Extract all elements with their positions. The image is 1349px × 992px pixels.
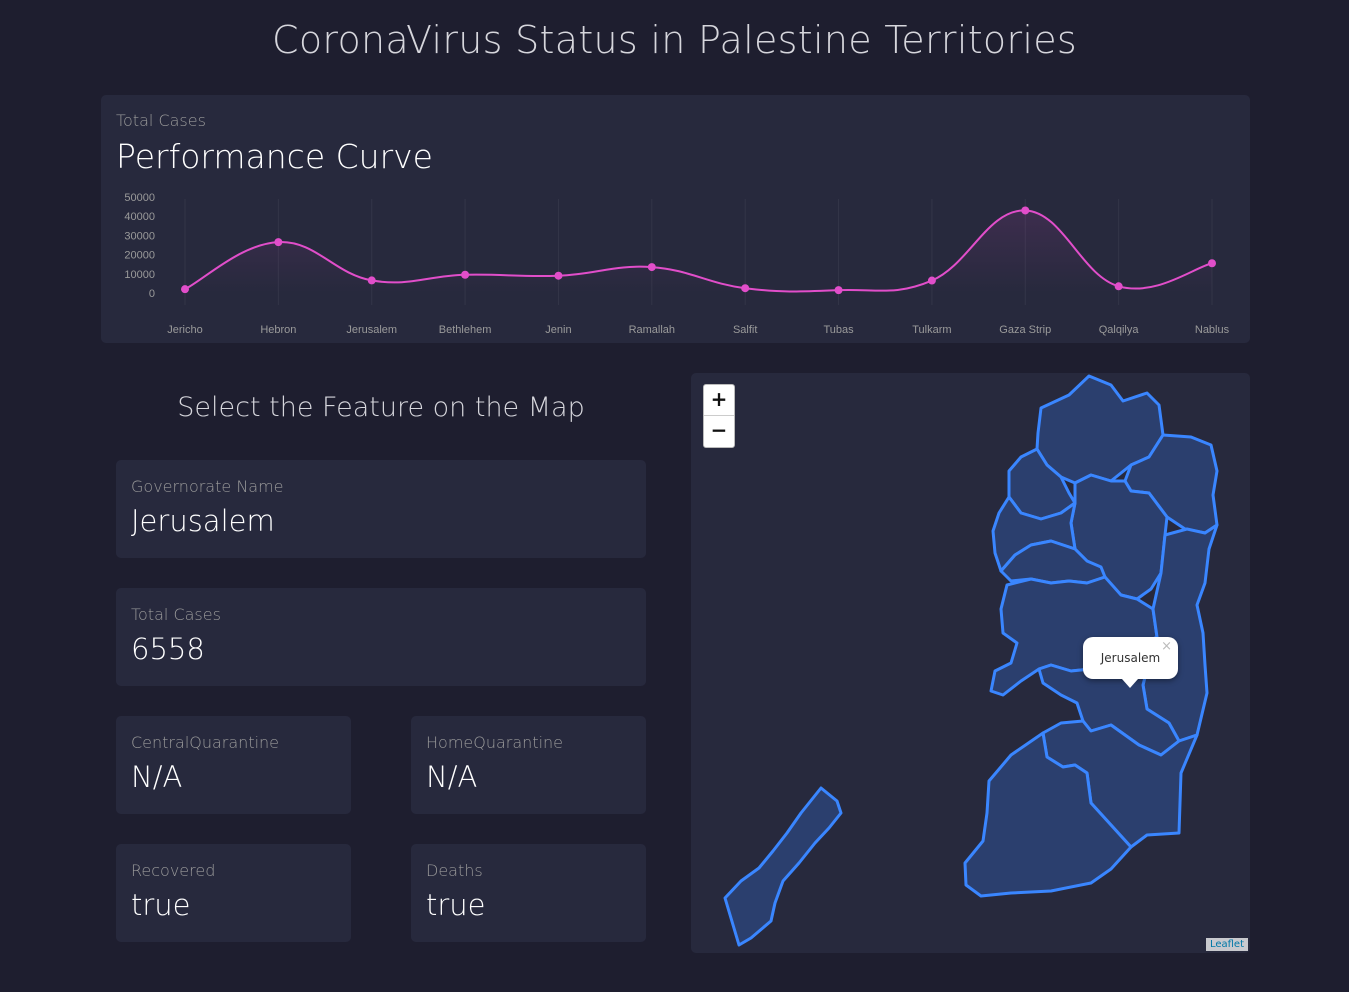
zoom-control: + − xyxy=(703,384,735,448)
home-quarantine-value: N/A xyxy=(426,760,478,794)
x-tick-label: Jericho xyxy=(167,324,202,336)
popup-close-icon[interactable]: × xyxy=(1161,639,1172,654)
deaths-label: Deaths xyxy=(426,861,483,880)
map-region-hebron[interactable] xyxy=(963,731,1133,898)
data-point[interactable] xyxy=(1021,206,1030,215)
data-point[interactable] xyxy=(274,238,283,247)
governorate-label: Governorate Name xyxy=(131,477,284,496)
y-tick-label: 50000 xyxy=(124,192,155,204)
central-quarantine-value: N/A xyxy=(131,760,183,794)
deaths-card: Deaths true xyxy=(411,844,646,942)
x-tick-label: Jerusalem xyxy=(346,324,397,336)
leaflet-attribution[interactable]: Leaflet xyxy=(1205,938,1248,951)
chart-title: Performance Curve xyxy=(116,137,433,176)
zoom-in-button[interactable]: + xyxy=(704,385,734,416)
map-region-gaza-strip[interactable] xyxy=(723,786,843,947)
governorate-value: Jerusalem xyxy=(131,504,275,538)
map-container[interactable]: + − × Jerusalem Leaflet xyxy=(691,373,1250,953)
y-tick-label: 40000 xyxy=(124,211,155,223)
data-point[interactable] xyxy=(927,276,936,285)
map-popup: × Jerusalem xyxy=(1083,637,1178,688)
x-tick-label: Gaza Strip xyxy=(999,324,1051,336)
page-title: CoronaVirus Status in Palestine Territor… xyxy=(272,18,1077,62)
central-quarantine-label: CentralQuarantine xyxy=(131,733,280,752)
recovered-card: Recovered true xyxy=(116,844,351,942)
y-tick-label: 0 xyxy=(149,288,155,300)
x-tick-label: Tulkarm xyxy=(912,324,951,336)
y-tick-label: 30000 xyxy=(124,230,155,242)
total-cases-card: Total Cases 6558 xyxy=(116,588,646,686)
series-line xyxy=(184,209,1213,293)
governorate-card: Governorate Name Jerusalem xyxy=(116,460,646,558)
data-point[interactable] xyxy=(367,276,376,285)
home-quarantine-card: HomeQuarantine N/A xyxy=(411,716,646,814)
data-point[interactable] xyxy=(461,270,470,279)
data-point[interactable] xyxy=(741,284,750,293)
data-point[interactable] xyxy=(834,286,843,295)
data-point[interactable] xyxy=(1208,259,1216,268)
x-tick-label: Tubas xyxy=(823,324,854,336)
popup-tip xyxy=(1122,679,1138,688)
x-tick-label: Salfit xyxy=(733,324,757,336)
chart-card: Total Cases Performance Curve 0 10000 2000… xyxy=(101,95,1250,343)
x-tick-label: Nablus xyxy=(1195,324,1230,336)
select-feature-heading: Select the Feature on the Map xyxy=(177,392,585,423)
zoom-out-button[interactable]: − xyxy=(710,418,728,442)
y-tick-label: 10000 xyxy=(124,269,155,281)
central-quarantine-card: CentralQuarantine N/A xyxy=(116,716,351,814)
map-regions xyxy=(723,374,1219,947)
chart-subtitle: Total Cases xyxy=(116,111,206,130)
recovered-label: Recovered xyxy=(131,861,216,880)
popup-text: Jerusalem xyxy=(1100,651,1161,665)
x-tick-label: Qalqilya xyxy=(1099,324,1140,336)
performance-curve-chart: 0 10000 20000 30000 40000 50000 Jericho Hebron J… xyxy=(124,192,1230,336)
data-point[interactable] xyxy=(554,271,563,280)
x-tick-label: Jenin xyxy=(545,324,571,336)
recovered-value: true xyxy=(131,888,191,922)
x-tick-label: Ramallah xyxy=(629,324,675,336)
series-area xyxy=(185,210,1212,293)
deaths-value: true xyxy=(426,888,486,922)
total-cases-label: Total Cases xyxy=(131,605,221,624)
home-quarantine-label: HomeQuarantine xyxy=(426,733,564,752)
total-cases-value: 6558 xyxy=(131,632,205,666)
x-tick-label: Bethlehem xyxy=(439,324,492,336)
x-tick-label: Hebron xyxy=(260,324,296,336)
data-point[interactable] xyxy=(1114,282,1123,291)
y-tick-label: 20000 xyxy=(124,250,155,262)
data-point[interactable] xyxy=(181,285,189,294)
data-point[interactable] xyxy=(647,263,656,272)
